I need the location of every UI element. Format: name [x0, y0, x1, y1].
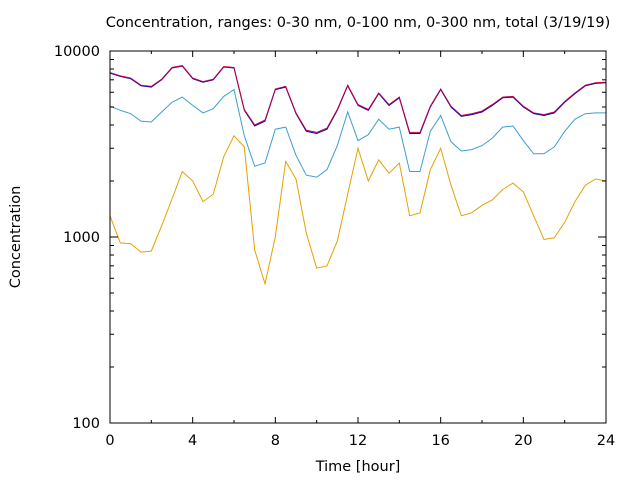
chart-title: Concentration, ranges: 0-30 nm, 0-100 nm… — [106, 15, 611, 31]
x-tick-label: 8 — [271, 433, 280, 449]
x-tick-label: 20 — [514, 433, 532, 449]
y-axis-label: Concentration — [8, 186, 24, 289]
plot-series — [109, 65, 607, 286]
x-axis-label: Time [hour] — [315, 459, 401, 475]
plot-frame — [109, 50, 607, 424]
x-tick-label: 4 — [188, 433, 197, 449]
x-tick-label: 0 — [105, 433, 114, 449]
x-tick-label: 24 — [597, 433, 615, 449]
x-tick-label: 12 — [349, 433, 367, 449]
y-tick-label: 100 — [72, 416, 100, 432]
y-tick-label: 10000 — [54, 44, 100, 60]
y-tick-label: 1000 — [63, 230, 100, 246]
x-tick-label: 16 — [431, 433, 449, 449]
series-line-4 — [109, 65, 607, 133]
series-line-2 — [109, 88, 606, 178]
series-line-3 — [109, 65, 607, 135]
x-axis: 0 4 8 12 16 20 24 — [105, 51, 615, 449]
series-line-1 — [109, 134, 607, 286]
y-axis: 100 1000 10000 — [54, 44, 606, 432]
